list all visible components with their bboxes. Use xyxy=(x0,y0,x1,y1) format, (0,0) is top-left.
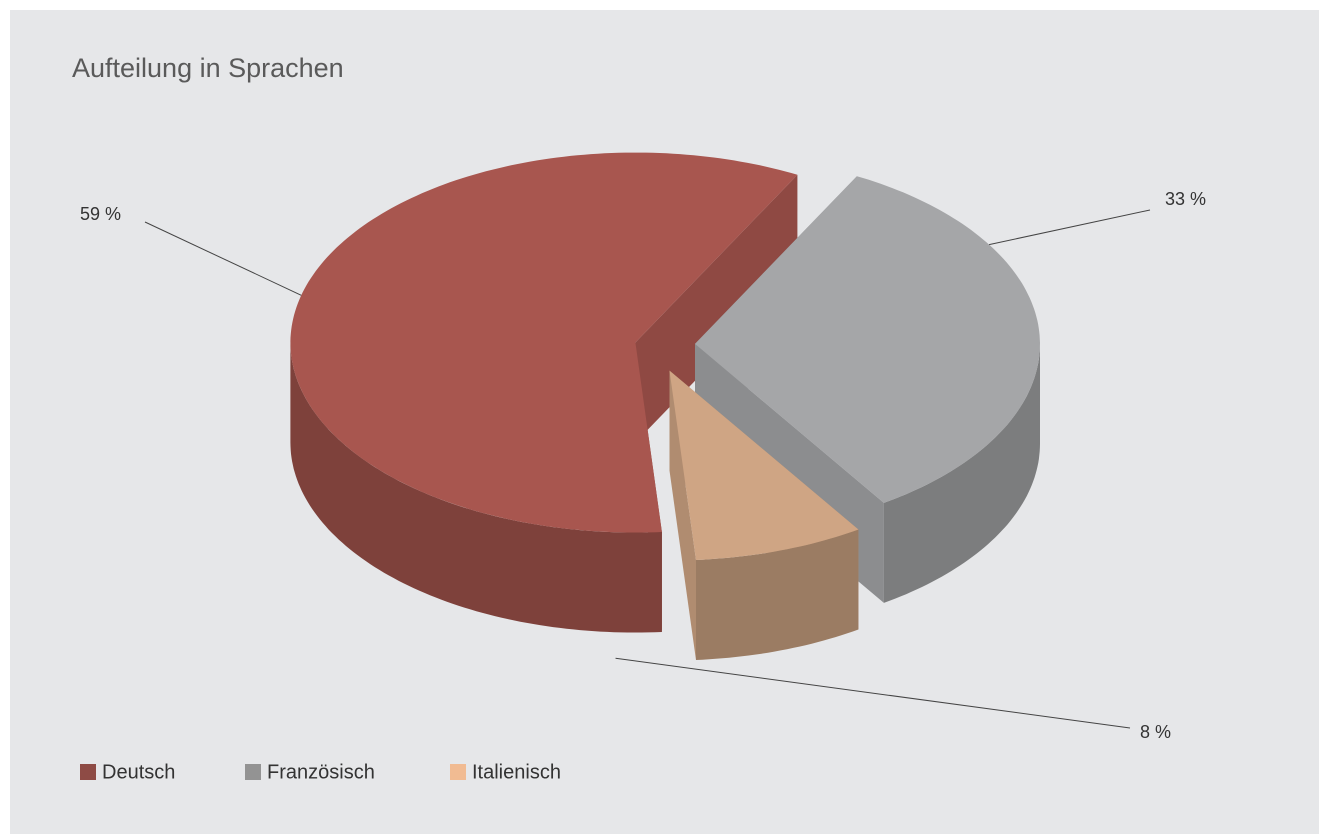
leader-line xyxy=(988,209,1151,246)
leader-line xyxy=(615,657,1131,729)
slice-inner-wall xyxy=(669,370,696,660)
slice-outer-wall xyxy=(696,529,859,660)
slice-top xyxy=(290,152,798,533)
slice-top xyxy=(695,176,1040,503)
legend-swatch xyxy=(245,764,261,780)
legend-label: Französisch xyxy=(267,761,375,783)
slice-inner-wall xyxy=(635,174,798,443)
data-label: 8 % xyxy=(1140,722,1171,742)
leader-line xyxy=(144,221,302,296)
chart-title: Aufteilung in Sprachen xyxy=(72,53,344,83)
legend-swatch xyxy=(450,764,466,780)
legend-label: Italienisch xyxy=(472,761,561,783)
slice-top xyxy=(669,370,859,560)
data-label: 59 % xyxy=(80,204,121,224)
slice-outer-wall xyxy=(290,342,662,633)
legend-swatch xyxy=(80,764,96,780)
legend-label: Deutsch xyxy=(102,761,175,783)
data-label: 33 % xyxy=(1165,189,1206,209)
slice-outer-wall xyxy=(883,343,1040,603)
chart-background xyxy=(10,10,1319,834)
